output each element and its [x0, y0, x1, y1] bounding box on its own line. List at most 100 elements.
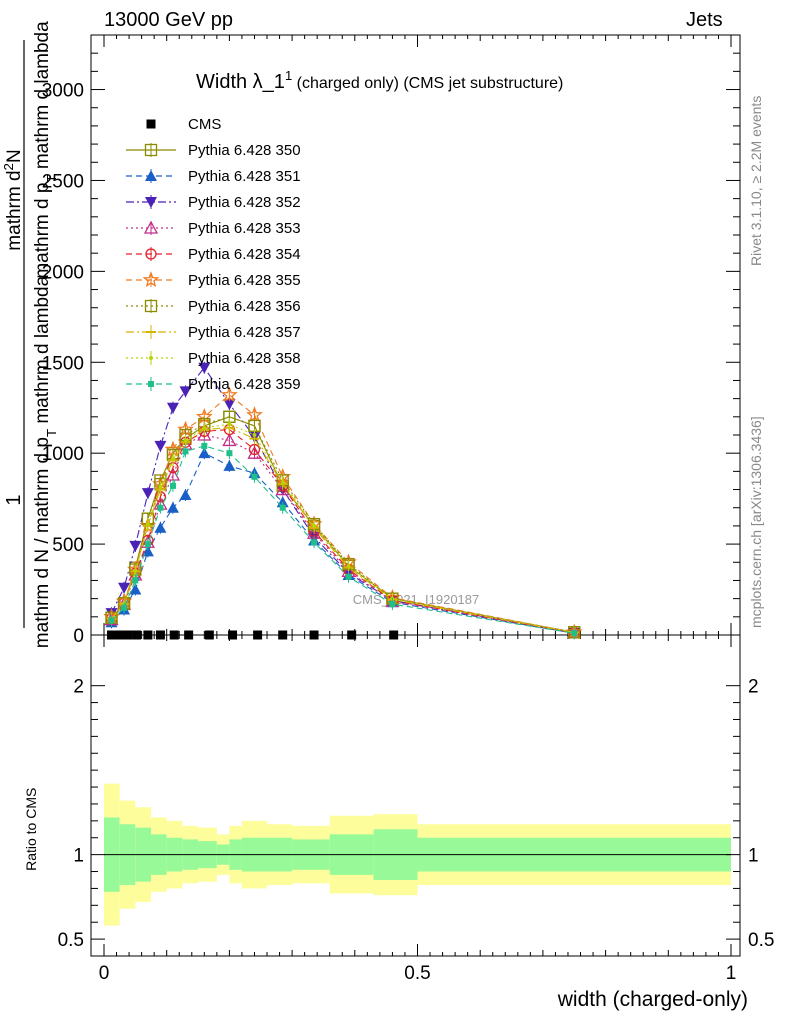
series-pythia-6-428-356 [105, 410, 581, 639]
y-label-top-denominator: mathrm d pT mathrm d lambda [32, 21, 59, 279]
data-point [179, 386, 192, 398]
data-point [204, 630, 214, 640]
data-point [107, 630, 117, 640]
data-point [132, 577, 139, 584]
legend-label: Pythia 6.428 357 [188, 323, 301, 341]
ratio-y-axis-label: Ratio to CMS [23, 788, 39, 871]
legend-entry: Pythia 6.428 357 [120, 321, 301, 343]
data-point [223, 459, 236, 471]
y-label-top-numerator: mathrm d2N [1, 149, 26, 250]
data-point [226, 450, 233, 457]
data-point [251, 473, 258, 480]
data-point [115, 630, 125, 640]
data-point [183, 438, 188, 443]
data-point [198, 447, 211, 459]
data-point [166, 402, 179, 414]
data-point [312, 523, 317, 528]
legend-label: Pythia 6.428 356 [188, 297, 301, 315]
series-pythia-6-428-359 [108, 439, 578, 640]
data-point [143, 630, 153, 640]
data-point [145, 197, 157, 208]
legend-label: CMS [188, 115, 222, 133]
data-point [280, 480, 285, 485]
legend-entry: Pythia 6.428 350 [120, 139, 301, 161]
series-line [111, 445, 575, 634]
legend-symbol [126, 195, 176, 209]
legend-symbol [126, 325, 176, 339]
legend-symbol [126, 247, 176, 261]
legend-entry: Pythia 6.428 355 [120, 269, 301, 291]
x-tick-label: 0.5 [404, 963, 430, 984]
data-point [311, 539, 318, 546]
y-tick-label: 2500 [42, 171, 84, 192]
legend-label: Pythia 6.428 358 [188, 349, 301, 367]
x-tick-label: 0 [99, 963, 110, 984]
legend-symbol [126, 169, 176, 183]
data-point [309, 630, 319, 640]
data-point [179, 489, 192, 500]
series-line [111, 423, 575, 634]
data-point [129, 540, 142, 552]
data-point [279, 504, 286, 511]
x-tick-label: 1 [726, 963, 737, 984]
ratio-y-tick-label: 2 [73, 677, 84, 698]
data-point [145, 248, 157, 260]
data-point [154, 440, 167, 452]
series-cms [107, 630, 399, 640]
data-point [252, 433, 257, 437]
legend-entry: Pythia 6.428 352 [120, 191, 301, 213]
ratio-y-tick-label-right: 0.5 [748, 930, 774, 951]
series-pythia-6-428-350 [105, 410, 581, 639]
data-point [222, 433, 237, 447]
data-point [182, 448, 189, 455]
data-point [571, 630, 578, 637]
data-point [146, 119, 156, 129]
data-point [223, 399, 236, 411]
data-point [198, 362, 211, 374]
legend-entry: Pythia 6.428 359 [120, 373, 301, 395]
legend-label: Pythia 6.428 354 [188, 245, 301, 263]
ratio-y-tick-label: 1 [73, 846, 84, 867]
legend-symbol [126, 351, 176, 365]
data-point [108, 617, 115, 624]
data-point [133, 568, 138, 573]
data-point [144, 541, 151, 548]
data-point [346, 563, 351, 568]
data-point [118, 582, 131, 594]
ratio-y-tick-label: 0.5 [58, 930, 84, 951]
y-label-numerator: 1 [3, 494, 25, 505]
y-tick-label: 500 [52, 535, 84, 556]
data-point [154, 521, 167, 533]
data-point [123, 630, 133, 640]
y-tick-label: 3000 [42, 81, 84, 102]
data-point [202, 425, 207, 430]
legend-label: Pythia 6.428 353 [188, 219, 301, 237]
ratio-y-tick-label-right: 1 [748, 846, 759, 867]
series-pythia-6-428-352 [105, 361, 581, 639]
mcplots-label: mcplots.cern.ch [arXiv:1306.3436] [748, 416, 764, 628]
data-point [132, 630, 142, 640]
legend-symbol [126, 143, 176, 157]
rivet-label: Rivet 3.1.10, ≥ 2.2M events [748, 95, 764, 266]
legend-entry: Pythia 6.428 351 [120, 165, 301, 187]
data-point [228, 630, 238, 640]
legend-symbol [126, 271, 176, 288]
legend-label: Pythia 6.428 350 [188, 141, 301, 159]
legend-symbol [126, 299, 176, 313]
data-point [201, 442, 208, 449]
data-point [389, 630, 399, 640]
series-line [111, 452, 575, 634]
legend-label: Pythia 6.428 352 [188, 193, 301, 211]
header-left: 13000 GeV pp [104, 9, 233, 31]
data-point [145, 170, 157, 181]
series-line [111, 394, 575, 633]
series-line [111, 427, 575, 634]
ratio-x-ticks [103, 635, 732, 956]
data-point [145, 522, 150, 527]
data-point [227, 422, 232, 427]
data-point [169, 482, 176, 489]
legend-symbol [126, 220, 176, 235]
data-point [144, 299, 158, 313]
data-point [143, 220, 159, 234]
main-y-axis-label: 1 mathrm d N / mathrm d pT mathrm d lambd… [1, 21, 59, 648]
